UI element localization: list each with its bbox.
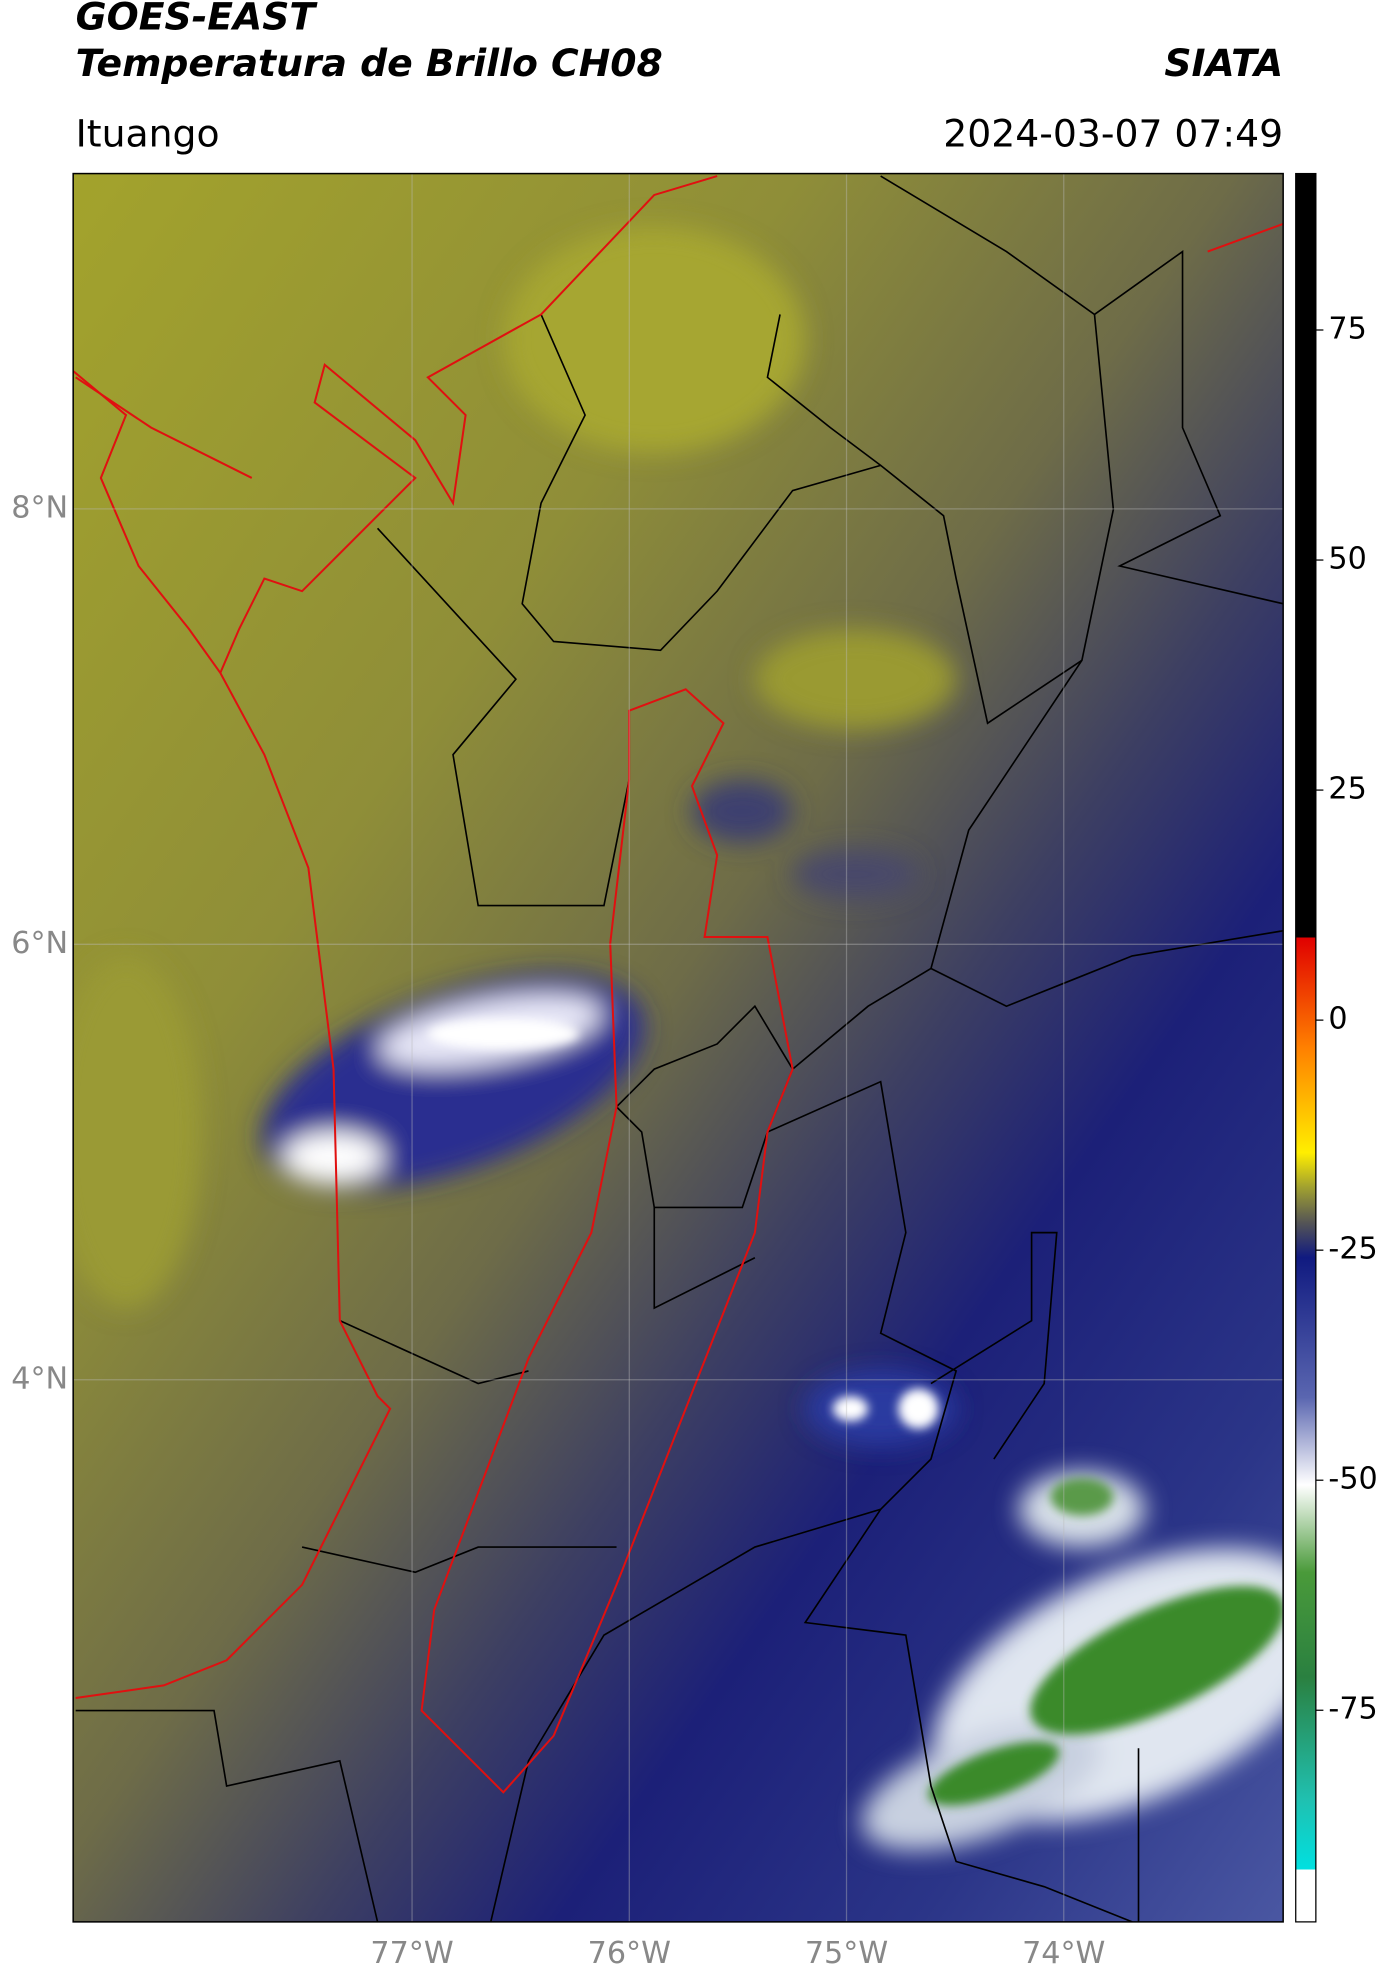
- colorbar: [1295, 172, 1317, 1923]
- grid: 77°W 76°W 75°W 74°W 8°N 6°N 4°N: [11, 173, 1284, 1971]
- x-tick-label: 75°W: [805, 1936, 888, 1971]
- map-frame: [72, 172, 1284, 1923]
- source: SIATA: [1164, 41, 1283, 85]
- colorbar-tick-label: 25: [1328, 772, 1366, 807]
- colorbar-tick-label: -50: [1328, 1462, 1377, 1497]
- colorbar-ticks: 75 50 25 0 -25 -50 -75: [1315, 312, 1378, 1727]
- admin-borders: [75, 175, 1284, 1922]
- y-tick-label: 4°N: [11, 1361, 68, 1396]
- cold-tops: [427, 1018, 1284, 1806]
- colorbar-tick-label: 75: [1328, 312, 1366, 347]
- colorbar-tick-label: -75: [1328, 1692, 1377, 1727]
- timestamp: 2024-03-07 07:49: [943, 111, 1283, 155]
- colorbar-tick-label: 50: [1328, 542, 1366, 577]
- x-tick-label: 74°W: [1022, 1936, 1105, 1971]
- coastline: [73, 175, 1284, 1794]
- colorbar-tick-label: 0: [1328, 1002, 1347, 1037]
- map-image: [73, 173, 1284, 1922]
- subtitle: Temperatura de Brillo CH08: [76, 41, 663, 85]
- location: Ituango: [76, 111, 220, 155]
- x-tick-label: 77°W: [370, 1936, 453, 1971]
- y-tick-label: 8°N: [11, 490, 68, 525]
- colorbar-tick-label: -25: [1328, 1232, 1377, 1267]
- y-tick-label: 6°N: [11, 926, 68, 961]
- x-tick-label: 76°W: [588, 1936, 671, 1971]
- title: GOES-EAST: [76, 0, 319, 38]
